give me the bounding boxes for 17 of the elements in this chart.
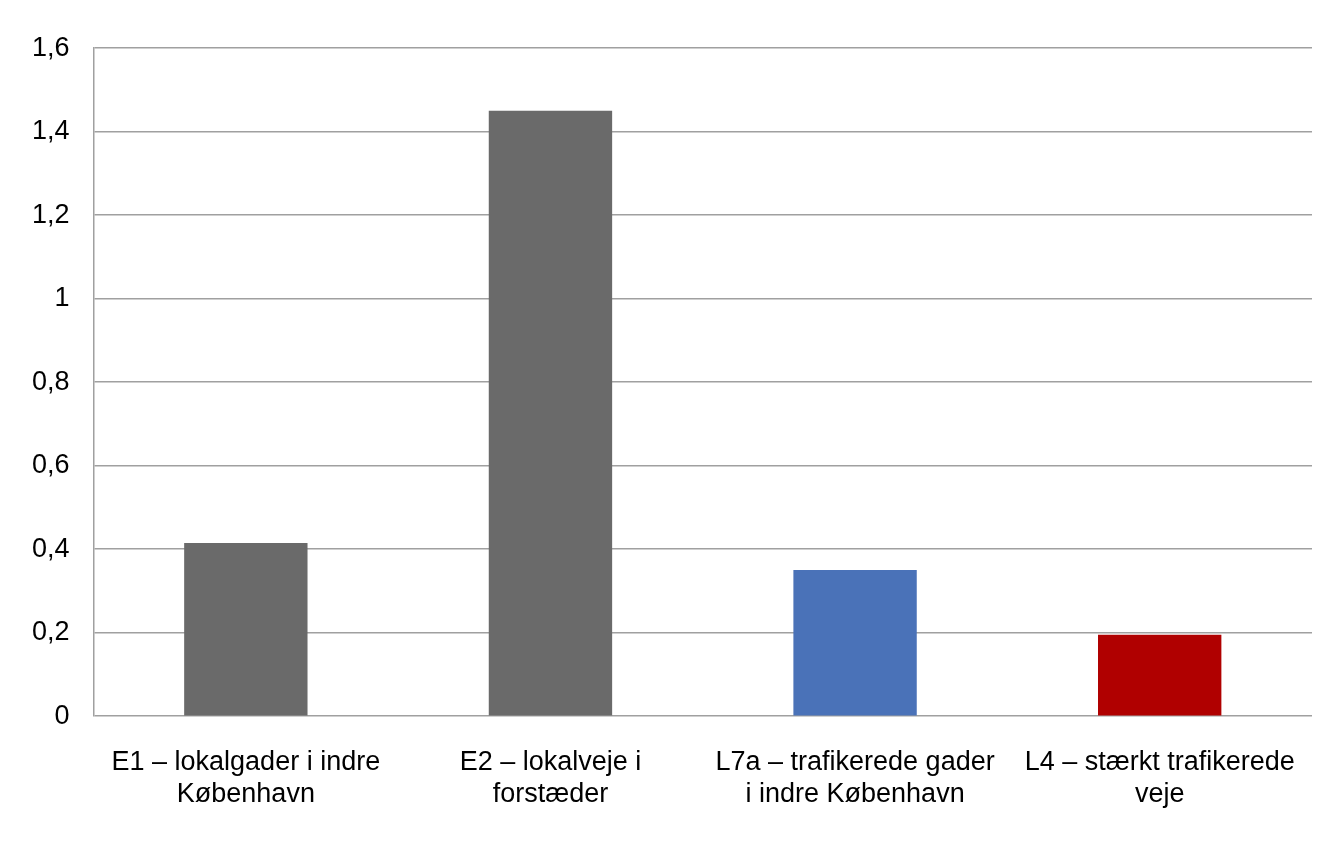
y-tick-label: 0: [54, 699, 70, 730]
y-tick-label: 1,2: [31, 198, 70, 229]
x-tick-label: E1 – lokalgader i indre København: [111, 745, 381, 809]
y-tick-label: 0,6: [31, 449, 70, 480]
bar: [184, 542, 308, 716]
bar: [488, 110, 613, 716]
y-tick-label: 0,8: [31, 365, 70, 396]
bar: [1098, 634, 1222, 716]
y-tick-label: 1: [54, 282, 70, 313]
y-tick-label: 0,2: [31, 616, 70, 647]
x-tick-label: L7a – trafikerede gader i indre København: [715, 745, 995, 809]
x-tick-label: E2 – lokalveje i forstæder: [459, 745, 642, 809]
y-tick-label: 0,4: [31, 532, 70, 563]
x-tick-label: L4 – stærkt trafikerede veje: [1024, 745, 1295, 809]
bar: [793, 570, 917, 716]
y-tick-label: 1,4: [31, 115, 70, 146]
y-tick-label: 1,6: [31, 31, 70, 62]
